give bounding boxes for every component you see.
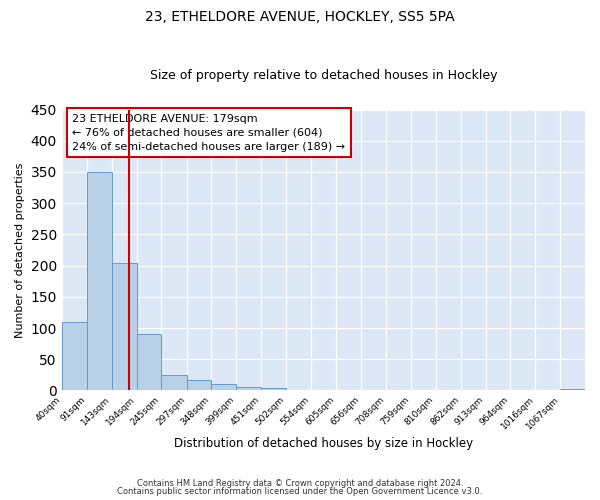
X-axis label: Distribution of detached houses by size in Hockley: Distribution of detached houses by size … [174, 437, 473, 450]
Text: Contains public sector information licensed under the Open Government Licence v3: Contains public sector information licen… [118, 487, 482, 496]
Bar [236, 386, 261, 390]
Bar [560, 388, 585, 390]
Bar [211, 384, 236, 390]
Text: Contains HM Land Registry data © Crown copyright and database right 2024.: Contains HM Land Registry data © Crown c… [137, 478, 463, 488]
Y-axis label: Number of detached properties: Number of detached properties [15, 162, 25, 338]
Bar [86, 172, 112, 390]
Bar [187, 380, 211, 390]
Bar [137, 334, 161, 390]
Title: Size of property relative to detached houses in Hockley: Size of property relative to detached ho… [149, 69, 497, 82]
Bar [62, 322, 86, 390]
Bar [112, 263, 137, 390]
Text: 23, ETHELDORE AVENUE, HOCKLEY, SS5 5PA: 23, ETHELDORE AVENUE, HOCKLEY, SS5 5PA [145, 10, 455, 24]
Text: 23 ETHELDORE AVENUE: 179sqm
← 76% of detached houses are smaller (604)
24% of se: 23 ETHELDORE AVENUE: 179sqm ← 76% of det… [72, 114, 346, 152]
Bar [161, 376, 187, 390]
Bar [261, 388, 286, 390]
